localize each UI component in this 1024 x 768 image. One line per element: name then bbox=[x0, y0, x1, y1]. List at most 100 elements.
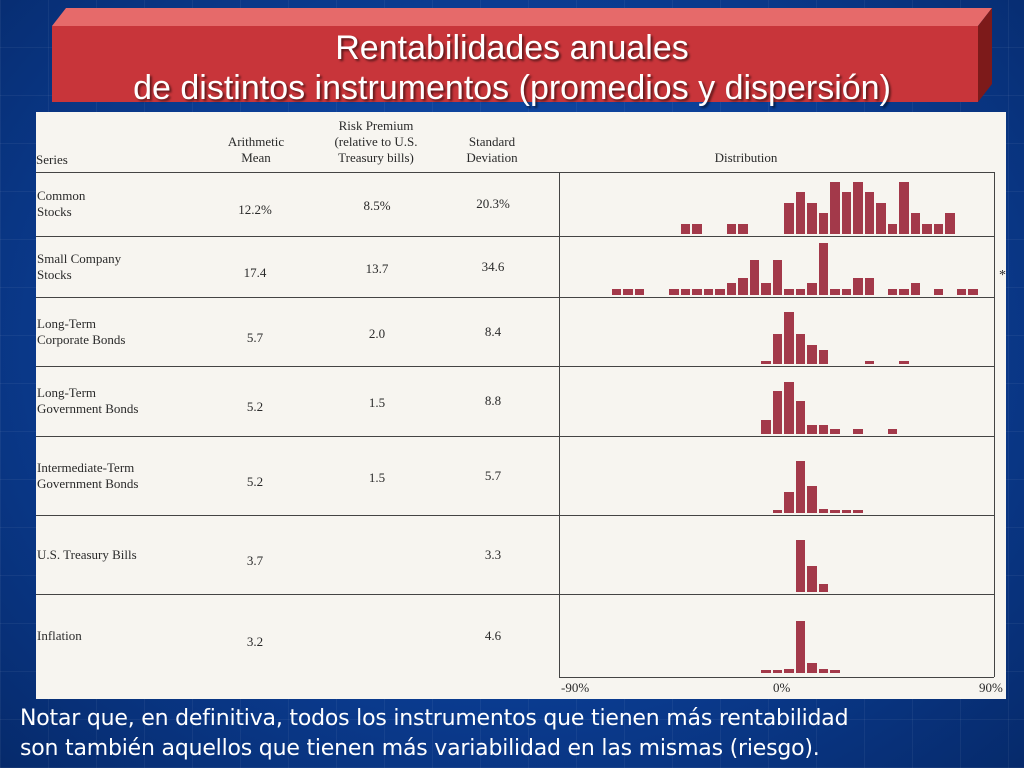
header-premium-line1: Risk Premium bbox=[338, 118, 414, 133]
header-premium-line3: Treasury bills) bbox=[338, 150, 414, 165]
cell-standard-deviation: 34.6 bbox=[481, 259, 505, 274]
cell-standard-deviation: 8.8 bbox=[484, 393, 502, 408]
header-risk-premium: Risk Premium (relative to U.S. Treasury … bbox=[316, 118, 436, 166]
slide-note-line2: son también aquellos que tienen más vari… bbox=[20, 736, 820, 761]
histogram-bar bbox=[922, 224, 932, 234]
row-label-line: Stocks bbox=[37, 267, 72, 282]
slide-title-line1: Rentabilidades anuales bbox=[335, 29, 689, 67]
histogram-bar bbox=[795, 461, 805, 513]
histogram-bar bbox=[887, 289, 897, 295]
slide-note: Notar que, en definitiva, todos los inst… bbox=[20, 704, 1010, 764]
histogram-bar bbox=[703, 289, 713, 295]
histogram-bar bbox=[853, 510, 863, 513]
histogram-bar bbox=[818, 669, 828, 673]
histogram-bar bbox=[807, 566, 817, 592]
histogram-bar bbox=[910, 283, 920, 295]
histogram-bar bbox=[726, 224, 736, 234]
histogram-bar bbox=[795, 334, 805, 364]
distribution-right-border bbox=[994, 172, 995, 677]
cell-standard-deviation: 4.6 bbox=[484, 628, 502, 643]
histogram-bar bbox=[853, 182, 863, 234]
footnote-asterisk: * bbox=[999, 268, 1006, 283]
histogram-bar bbox=[784, 669, 794, 673]
table-bottom-rule bbox=[559, 677, 994, 678]
histogram-bar bbox=[853, 429, 863, 434]
histogram-bar bbox=[807, 486, 817, 513]
axis-label-center: 0% bbox=[773, 680, 791, 695]
header-arithmetic-mean: Arithmetic Mean bbox=[214, 134, 298, 166]
histogram-bar bbox=[968, 289, 978, 295]
histogram-bar bbox=[623, 289, 633, 295]
header-distribution: Distribution bbox=[714, 150, 778, 165]
histogram-bar bbox=[692, 289, 702, 295]
histogram-bar bbox=[784, 312, 794, 364]
distribution-left-border bbox=[559, 172, 560, 677]
cell-standard-deviation: 5.7 bbox=[484, 468, 502, 483]
histogram-bar bbox=[761, 670, 771, 673]
histogram-bar bbox=[738, 278, 748, 295]
histogram-bar bbox=[841, 289, 851, 295]
histogram-bar bbox=[864, 361, 874, 364]
histogram-bar bbox=[887, 429, 897, 434]
histogram-bar bbox=[795, 540, 805, 592]
histogram-bar bbox=[830, 182, 840, 234]
header-premium-line2: (relative to U.S. bbox=[334, 134, 418, 149]
histogram-bar bbox=[830, 429, 840, 434]
axis-label-right: 90% bbox=[979, 680, 1003, 695]
histogram-bar bbox=[853, 278, 863, 295]
histogram-bar bbox=[784, 289, 794, 295]
histogram-bar bbox=[669, 289, 679, 295]
row-label: Inflation bbox=[37, 628, 82, 644]
histogram-bar bbox=[818, 243, 828, 295]
histogram-bar bbox=[933, 289, 943, 295]
histogram-bar bbox=[864, 192, 874, 234]
row-label-line: Government Bonds bbox=[37, 476, 139, 491]
row-divider bbox=[36, 297, 994, 298]
row-label-line: Long-Term bbox=[37, 385, 97, 400]
header-rule bbox=[36, 172, 994, 173]
row-label-line: Government Bonds bbox=[37, 401, 139, 416]
histogram-bar bbox=[818, 213, 828, 234]
row-divider bbox=[36, 236, 994, 237]
row-label: Common Stocks bbox=[37, 188, 85, 220]
row-divider bbox=[36, 515, 994, 516]
returns-table-image: Series Arithmetic Mean Risk Premium (rel… bbox=[36, 112, 1006, 699]
histogram-bar bbox=[807, 283, 817, 295]
cell-arithmetic-mean: 12.2% bbox=[238, 202, 272, 217]
cell-arithmetic-mean: 5.2 bbox=[246, 399, 264, 414]
row-divider bbox=[36, 436, 994, 437]
row-label: Long-Term Corporate Bonds bbox=[37, 316, 125, 348]
histogram-bar bbox=[772, 334, 782, 364]
row-label-line: Common bbox=[37, 188, 86, 203]
histogram-bar bbox=[818, 509, 828, 513]
cell-standard-deviation: 3.3 bbox=[484, 547, 502, 562]
histogram-bar bbox=[841, 192, 851, 234]
cell-arithmetic-mean: 3.2 bbox=[246, 634, 264, 649]
histogram-bar bbox=[887, 224, 897, 234]
cell-arithmetic-mean: 3.7 bbox=[246, 553, 264, 568]
row-divider bbox=[36, 366, 994, 367]
histogram-bar bbox=[680, 224, 690, 234]
row-label-line: U.S. Treasury Bills bbox=[37, 547, 137, 562]
histogram-bar bbox=[795, 621, 805, 673]
histogram-bar bbox=[956, 289, 966, 295]
histogram-bar bbox=[807, 425, 817, 434]
histogram-bar bbox=[749, 260, 759, 295]
row-label-line: Stocks bbox=[37, 204, 72, 219]
title-banner: Rentabilidades anuales de distintos inst… bbox=[52, 6, 992, 107]
histogram-bar bbox=[910, 213, 920, 234]
header-std-line1: Standard bbox=[468, 134, 516, 149]
row-label-line: Corporate Bonds bbox=[37, 332, 126, 347]
row-label: Long-Term Government Bonds bbox=[37, 385, 138, 417]
histogram-bar bbox=[945, 213, 955, 234]
histogram-bar bbox=[807, 345, 817, 364]
histogram-bar bbox=[795, 192, 805, 234]
axis-label-left: -90% bbox=[561, 680, 590, 695]
histogram-bar bbox=[899, 182, 909, 234]
cell-arithmetic-mean: 5.2 bbox=[246, 474, 264, 489]
row-label-line: Small Company bbox=[37, 251, 122, 266]
histogram-bar bbox=[795, 289, 805, 295]
header-standard-deviation: Standard Deviation bbox=[450, 134, 534, 166]
histogram-bar bbox=[692, 224, 702, 234]
histogram-bar bbox=[772, 670, 782, 673]
